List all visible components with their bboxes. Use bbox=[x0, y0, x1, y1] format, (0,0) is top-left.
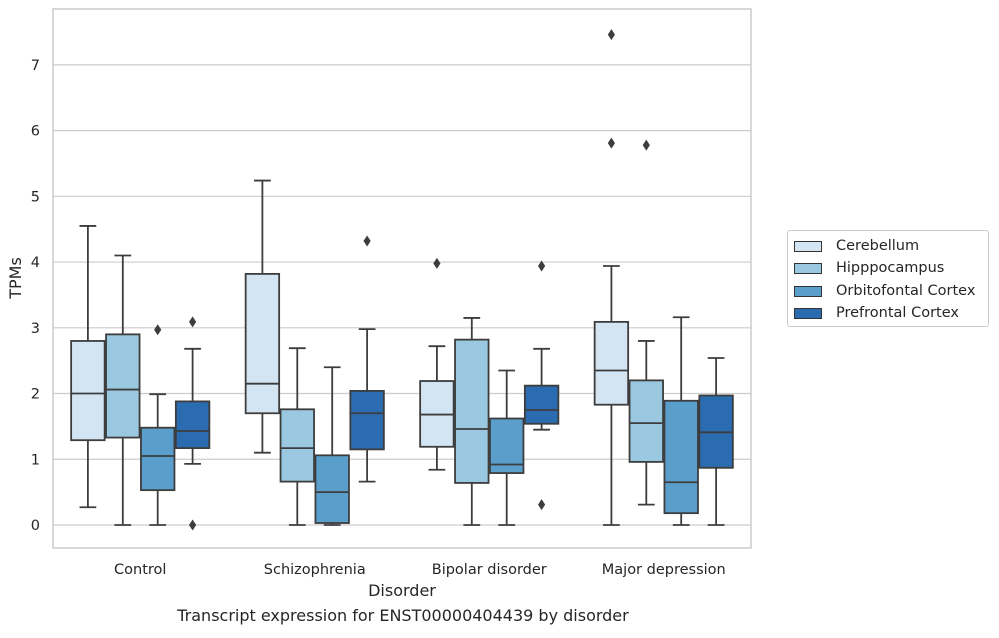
y-tick-label: 4 bbox=[31, 255, 40, 271]
outlier-point bbox=[538, 260, 546, 272]
legend-item: Prefrontal Cortex bbox=[794, 304, 959, 322]
legend-swatch bbox=[794, 240, 822, 252]
box bbox=[244, 272, 281, 415]
x-tick-label: Control bbox=[114, 562, 166, 578]
y-tick-label: 0 bbox=[31, 518, 40, 534]
plot-frame bbox=[52, 8, 752, 549]
y-axis-label: TPMs bbox=[6, 257, 25, 300]
box bbox=[140, 426, 176, 492]
legend-item: Orbitofontal Cortex bbox=[794, 282, 975, 300]
outlier-point bbox=[607, 29, 615, 41]
outlier-point bbox=[363, 235, 371, 247]
box bbox=[314, 454, 350, 524]
outlier-point bbox=[154, 324, 162, 336]
x-tick-label: Bipolar disorder bbox=[432, 562, 547, 578]
chart-caption: Transcript expression for ENST0000040443… bbox=[177, 606, 629, 625]
outlier-point bbox=[189, 316, 197, 328]
legend-swatch bbox=[794, 307, 822, 319]
outlier-point bbox=[607, 137, 615, 149]
box bbox=[523, 384, 560, 425]
box bbox=[70, 340, 106, 442]
legend-label: Orbitofontal Cortex bbox=[836, 283, 976, 299]
axes: 0 1 2 3 4 5 6 7 Control Schizophrenia Bipolar diso… bbox=[31, 8, 752, 578]
y-tick-label: 3 bbox=[31, 321, 40, 337]
y-tick-label: 7 bbox=[31, 58, 40, 74]
outlier-point bbox=[642, 139, 650, 151]
y-tick-label: 2 bbox=[31, 387, 40, 403]
box bbox=[663, 399, 699, 515]
box bbox=[593, 320, 630, 406]
box bbox=[628, 379, 664, 463]
box bbox=[349, 390, 385, 451]
legend-label: Cerebellum bbox=[836, 238, 920, 254]
legend-swatch bbox=[794, 285, 822, 297]
x-axis-label: Disorder bbox=[368, 581, 436, 600]
x-tick-label: Major depression bbox=[602, 562, 726, 578]
x-tick-label: Schizophrenia bbox=[264, 562, 366, 578]
y-tick-label: 5 bbox=[31, 189, 40, 205]
legend-label: Hipppocampus bbox=[836, 260, 945, 276]
outlier-point bbox=[538, 499, 546, 511]
legend-item: Cerebellum bbox=[794, 237, 919, 255]
boxes bbox=[70, 29, 734, 531]
box bbox=[105, 333, 141, 439]
y-tick-label: 1 bbox=[31, 452, 40, 468]
box bbox=[174, 400, 211, 449]
legend-item: Hipppocampus bbox=[794, 259, 944, 277]
legend: Cerebellum Hipppocampus Orbitofontal Cor… bbox=[787, 230, 989, 327]
outlier-point bbox=[189, 519, 197, 531]
y-tick-label: 6 bbox=[31, 124, 40, 140]
outlier-point bbox=[433, 257, 441, 269]
box bbox=[279, 408, 315, 483]
legend-swatch bbox=[794, 262, 822, 274]
box bbox=[454, 338, 490, 484]
legend-label: Prefrontal Cortex bbox=[836, 305, 959, 321]
